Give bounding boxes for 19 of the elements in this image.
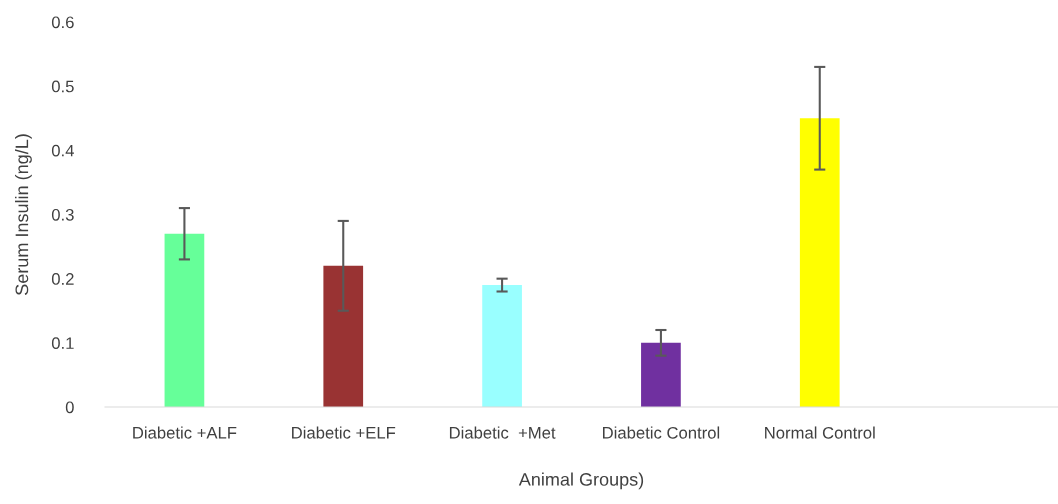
x-tick-label: Diabetic +Met [449, 426, 556, 439]
bar [323, 265, 364, 407]
bar [164, 233, 205, 407]
x-tick-label: Normal Control [765, 426, 875, 439]
x-axis-title: Animal Groups) [518, 472, 644, 490]
x-tick-label: Diabetic Control [603, 426, 720, 439]
y-tick-label: 0 [65, 401, 74, 414]
y-tick-label: 0.5 [51, 80, 74, 93]
y-tick-label: 0.2 [51, 273, 74, 285]
bar [641, 342, 681, 407]
y-axis-title: Serum Insulin (ng/L) [15, 134, 32, 295]
bar [482, 285, 522, 407]
y-tick-label: 0.4 [51, 144, 74, 157]
y-tick-label: 0.6 [51, 16, 74, 29]
x-tick-label: Diabetic +ALF [133, 426, 237, 439]
y-tick-label: 0.1 [51, 337, 74, 350]
y-tick-label: 0.3 [51, 208, 74, 221]
x-tick-label: Diabetic +ELF [292, 426, 396, 439]
bar [799, 118, 840, 407]
